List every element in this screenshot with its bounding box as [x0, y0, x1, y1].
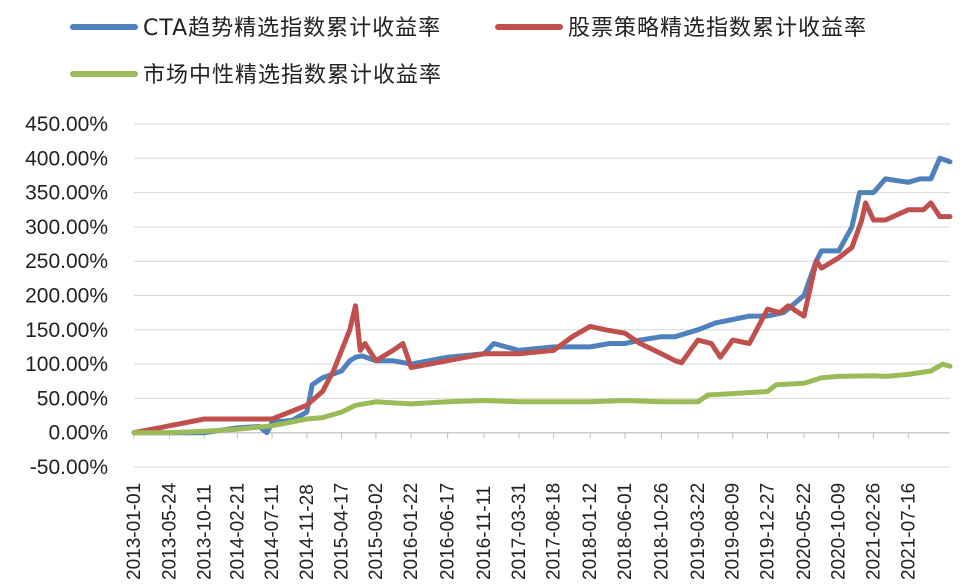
y-tick-label: 50.00%	[37, 387, 108, 410]
x-tick-label: 2014-11-28	[297, 484, 318, 580]
x-tick-label: 2018-10-26	[651, 483, 672, 580]
x-tick-label: 2021-07-16	[898, 483, 919, 580]
series-line-3	[131, 361, 953, 436]
y-tick-label: -50.00%	[30, 456, 108, 479]
legend-label: 股票策略精选指数累计收益率	[568, 16, 867, 41]
y-tick-label: 450.00%	[25, 113, 108, 136]
x-tick-label: 2015-04-17	[332, 483, 353, 580]
y-tick-label: 250.00%	[25, 250, 108, 273]
x-tick-label: 2015-09-02	[366, 483, 387, 580]
y-tick-label: 0.00%	[48, 422, 108, 445]
x-tick-label: 2018-06-01	[615, 483, 636, 580]
y-tick-label: 400.00%	[25, 147, 108, 170]
y-tick-label: 350.00%	[25, 182, 108, 205]
legend-label: CTA趋势精选指数累计收益率	[143, 16, 441, 41]
y-tick-label: 300.00%	[25, 216, 108, 239]
y-tick-label: 100.00%	[25, 353, 108, 376]
x-tick-label: 2016-06-17	[438, 483, 459, 580]
x-tick-label: 2017-03-31	[509, 483, 530, 580]
y-tick-label: 150.00%	[25, 319, 108, 342]
x-tick-label: 2016-11-11	[474, 486, 495, 580]
x-tick-label: 2014-07-11	[262, 484, 283, 580]
x-tick-label: 2019-08-09	[723, 483, 744, 580]
x-tick-label: 2019-12-27	[757, 483, 778, 580]
x-tick-label: 2017-08-18	[544, 483, 565, 580]
x-tick-label: 2021-02-26	[864, 483, 885, 580]
series-line-2	[131, 200, 953, 436]
series-line-1	[131, 155, 953, 436]
x-tick-label: 2018-01-12	[580, 483, 601, 580]
x-tick-label: 2014-02-21	[227, 483, 248, 580]
x-tick-label: 2019-03-22	[688, 483, 709, 580]
y-tick-label: 200.00%	[25, 285, 108, 308]
x-tick-label: 2013-01-01	[124, 483, 145, 580]
x-tick-label: 2020-05-22	[794, 483, 815, 580]
x-tick-label: 2020-10-09	[829, 483, 850, 580]
legend-label: 市场中性精选指数累计收益率	[143, 63, 442, 88]
x-tick-label: 2016-01-22	[401, 483, 422, 580]
x-tick-label: 2013-10-11	[194, 484, 215, 580]
x-tick-label: 2013-05-24	[160, 482, 181, 580]
